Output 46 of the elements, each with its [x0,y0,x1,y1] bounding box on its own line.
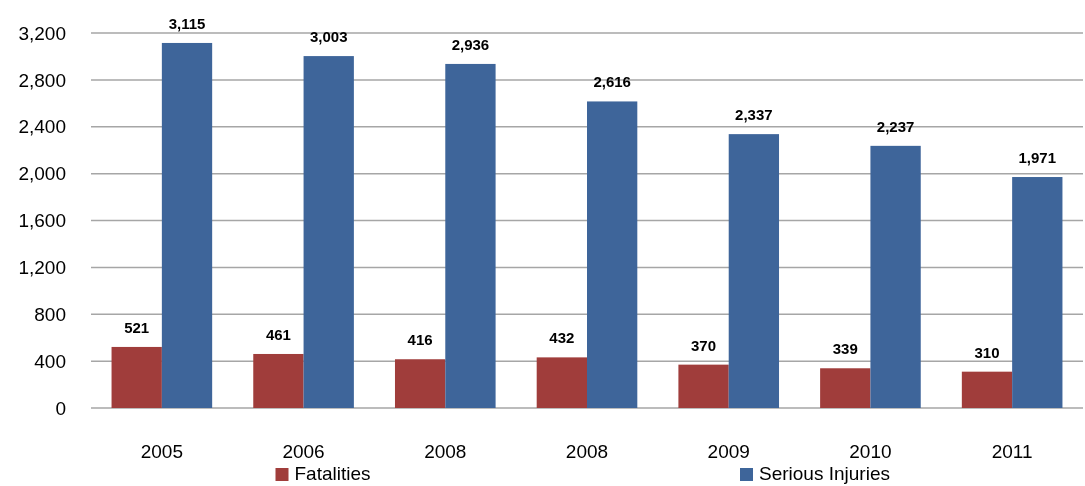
legend-label: Serious Injuries [759,463,890,484]
data-label: 310 [974,343,1000,361]
bar [445,63,496,408]
y-tick-label: 2,400 [18,116,66,138]
data-label: 521 [124,318,150,336]
bar [587,101,638,408]
y-tick-label: 800 [34,303,66,325]
y-tick-label: 3,200 [18,22,66,44]
bar [678,364,729,408]
data-label: 3,115 [168,14,206,32]
y-tick-label: 0 [55,397,66,419]
data-label: 2,936 [451,35,490,53]
data-label: 3,003 [309,28,348,46]
bar [253,353,304,408]
data-label: 2,337 [735,106,773,124]
y-tick-label: 1,200 [18,257,66,279]
bar [820,368,871,408]
bar [728,134,780,408]
x-tick-label: 2010 [849,441,892,462]
x-tick-label: 2005 [140,441,183,462]
bar [303,56,354,408]
y-tick-label: 1,600 [18,210,66,232]
bar [161,42,213,408]
y-tick-label: 2,000 [18,163,66,185]
x-tick-label: 2009 [707,441,750,462]
data-label: 461 [265,325,291,343]
legend-label: Fatalities [294,463,371,484]
bar [394,359,446,408]
bar [870,145,921,408]
x-tick-label: 2008 [565,441,609,462]
bar [1012,177,1063,408]
data-label: 2,237 [876,117,915,135]
x-tick-label: 2011 [991,441,1033,462]
data-label: 2,616 [593,73,631,91]
data-label: 416 [407,331,433,349]
data-label: 370 [691,336,717,354]
bar [961,371,1013,408]
bar [536,357,587,408]
y-tick-label: 2,800 [18,69,66,91]
x-tick-label: 2008 [424,441,467,462]
bar [111,346,162,408]
data-label: 432 [549,329,575,347]
y-tick-label: 400 [34,350,66,372]
data-label: 1,971 [1018,149,1057,167]
x-tick-label: 2006 [282,441,325,462]
data-label: 339 [832,340,858,358]
